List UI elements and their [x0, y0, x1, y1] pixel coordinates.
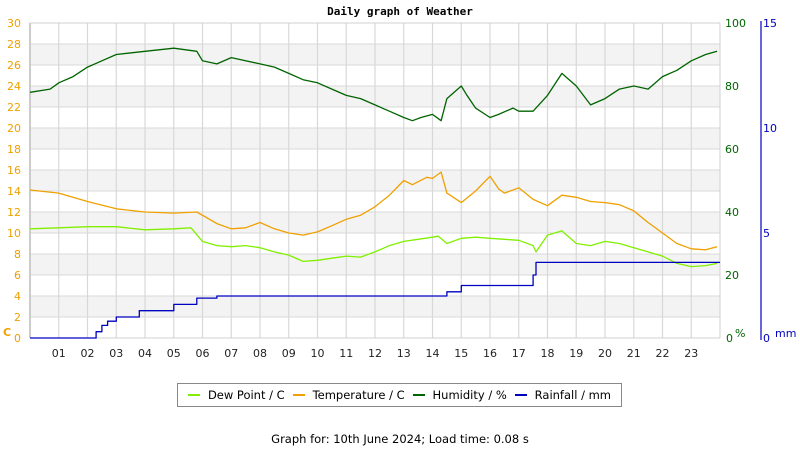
left-axis-unit: C: [3, 326, 11, 339]
rainfall-swatch-icon: [514, 394, 527, 396]
x-tick-label: 16: [483, 347, 497, 360]
humidity-tick-label: 40: [725, 206, 739, 219]
humidity-tick-label: 0: [726, 332, 733, 345]
series-lines: [29, 47, 720, 339]
x-tick-label: 18: [541, 347, 555, 360]
left-tick-label: 16: [7, 164, 21, 177]
series-dew-line: [29, 226, 718, 268]
x-tick-label: 07: [224, 347, 238, 360]
x-tick-label: 02: [81, 347, 95, 360]
left-tick-label: 10: [7, 227, 21, 240]
plot-grid: [29, 22, 721, 339]
rainfall-axis-unit: mm: [775, 327, 796, 340]
left-tick-label: 4: [14, 290, 21, 303]
legend-label: Humidity / %: [432, 388, 507, 402]
left-tick-label: 18: [7, 143, 21, 156]
series-temperature-line: [29, 171, 718, 251]
left-tick-label: 0: [14, 332, 21, 345]
x-tick-label: 03: [109, 347, 123, 360]
rainfall-tick-label: 10: [763, 122, 777, 135]
x-tick-label: 12: [368, 347, 382, 360]
legend: Dew Point / C Temperature / C Humidity /…: [177, 383, 622, 407]
legend-item-humidity: Humidity / %: [412, 388, 507, 402]
humidity-tick-label: 60: [725, 143, 739, 156]
rainfall-tick-label: 15: [763, 17, 777, 30]
legend-label: Temperature / C: [312, 388, 405, 402]
left-tick-label: 8: [14, 248, 21, 261]
x-tick-label: 23: [684, 347, 698, 360]
left-tick-label: 26: [7, 59, 21, 72]
x-tick-label: 04: [138, 347, 152, 360]
x-tick-label: 08: [253, 347, 267, 360]
left-tick-label: 14: [7, 185, 21, 198]
footer-status: Graph for: 10th June 2024; Load time: 0.…: [271, 432, 529, 446]
x-tick-label: 01: [52, 347, 66, 360]
x-tick-label: 22: [656, 347, 670, 360]
series-rainfall-line: [30, 261, 720, 339]
dew-point-swatch-icon: [187, 394, 200, 396]
rainfall-tick-label: 0: [763, 332, 770, 345]
left-tick-label: 22: [7, 101, 21, 114]
legend-item-dew-point: Dew Point / C: [187, 388, 285, 402]
x-tick-label: 06: [196, 347, 210, 360]
chart-title: Daily graph of Weather: [327, 5, 473, 18]
humidity-tick-label: 80: [725, 80, 739, 93]
legend-label: Dew Point / C: [207, 388, 285, 402]
humidity-swatch-icon: [412, 394, 425, 396]
legend-item-rainfall: Rainfall / mm: [514, 388, 612, 402]
series-humidity-line: [29, 47, 718, 122]
legend-label: Rainfall / mm: [534, 388, 612, 402]
left-tick-label: 30: [7, 17, 21, 30]
humidity-axis-unit: %: [735, 327, 745, 340]
x-tick-label: 14: [426, 347, 440, 360]
x-tick-label: 05: [167, 347, 181, 360]
weather-chart: 01 02 03 04 05 06 07 08 09 10 11 12 13 14 15 16 17 18 19 20…: [3, 17, 796, 360]
left-tick-label: 20: [7, 122, 21, 135]
left-tick-label: 12: [7, 206, 21, 219]
humidity-tick-label: 20: [725, 269, 739, 282]
x-tick-label: 15: [454, 347, 468, 360]
x-tick-label: 17: [512, 347, 526, 360]
rainfall-tick-label: 5: [763, 227, 770, 240]
axis-ticks: 01 02 03 04 05 06 07 08 09 10 11 12 13 14 15 16 17 18 19 20…: [3, 17, 796, 360]
x-tick-label: 09: [282, 347, 296, 360]
x-tick-label: 13: [397, 347, 411, 360]
x-tick-label: 21: [627, 347, 641, 360]
left-tick-label: 6: [14, 269, 21, 282]
left-tick-label: 28: [7, 38, 21, 51]
humidity-tick-label: 100: [725, 17, 746, 30]
x-tick-label: 10: [311, 347, 325, 360]
temperature-swatch-icon: [292, 394, 305, 396]
x-tick-label: 19: [569, 347, 583, 360]
left-tick-label: 24: [7, 80, 21, 93]
x-tick-label: 20: [598, 347, 612, 360]
left-tick-label: 2: [14, 311, 21, 324]
x-tick-label: 11: [339, 347, 353, 360]
legend-item-temperature: Temperature / C: [292, 388, 405, 402]
